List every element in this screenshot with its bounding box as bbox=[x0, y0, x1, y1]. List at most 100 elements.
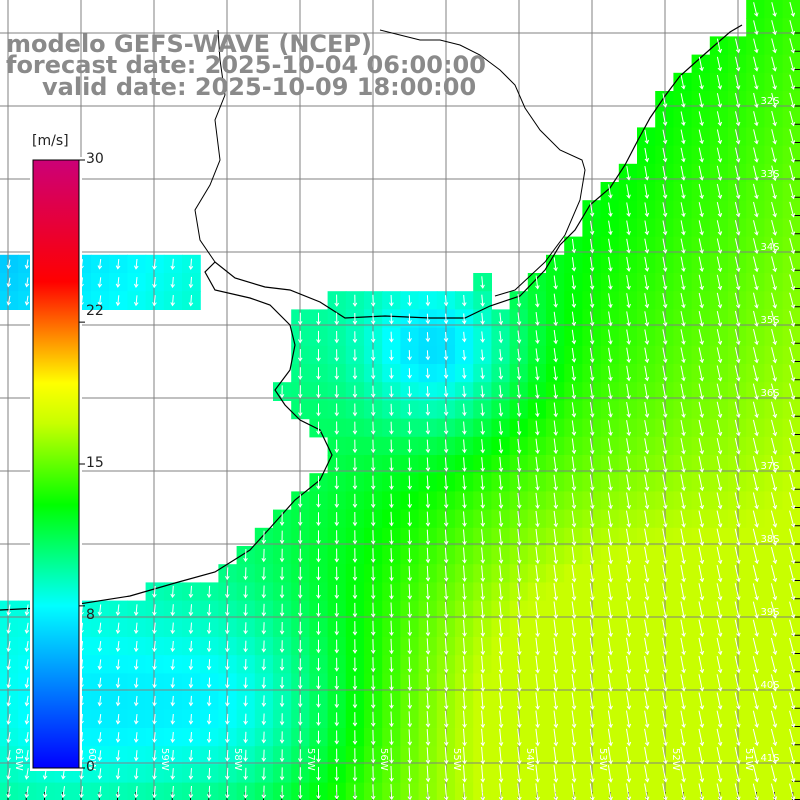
lat-label: 37S bbox=[760, 461, 779, 472]
wind-arrow bbox=[644, 383, 650, 400]
wind-arrow bbox=[607, 546, 613, 565]
wind-arrow bbox=[316, 330, 321, 344]
wind-arrow bbox=[297, 694, 303, 708]
colorbar-tick-label: 30 bbox=[86, 151, 104, 167]
lat-label: 34S bbox=[760, 242, 779, 253]
wind-arrow bbox=[589, 347, 595, 363]
wind-arrow bbox=[407, 729, 413, 746]
wind-arrow bbox=[789, 728, 796, 747]
wind-arrow bbox=[261, 677, 267, 689]
wind-arrow bbox=[626, 383, 631, 400]
wind-arrow bbox=[789, 656, 796, 674]
wind-arrow bbox=[571, 456, 577, 473]
wind-arrow bbox=[24, 750, 30, 762]
wind-arrow bbox=[662, 147, 668, 163]
wind-arrow bbox=[771, 110, 777, 127]
wind-arrow bbox=[297, 585, 303, 599]
border-path bbox=[379, 29, 586, 297]
wind-arrow bbox=[370, 313, 376, 325]
wind-arrow bbox=[425, 656, 431, 673]
wind-arrow bbox=[407, 295, 412, 307]
wind-arrow bbox=[370, 657, 376, 673]
wind-arrow bbox=[644, 220, 650, 236]
wind-arrow bbox=[789, 165, 796, 182]
wind-arrow bbox=[425, 332, 431, 343]
wind-arrow bbox=[407, 457, 412, 472]
wind-arrow bbox=[716, 437, 723, 455]
wind-arrow bbox=[133, 622, 139, 635]
wind-arrow bbox=[752, 656, 759, 674]
wind-arrow bbox=[716, 637, 723, 656]
wind-arrow bbox=[771, 38, 777, 54]
wind-arrow bbox=[608, 365, 613, 382]
wind-arrow bbox=[498, 529, 504, 546]
wind-arrow bbox=[517, 746, 522, 765]
wind-arrow bbox=[716, 183, 723, 200]
wind-arrow bbox=[425, 529, 431, 546]
wind-arrow bbox=[752, 419, 759, 437]
wind-arrow bbox=[24, 641, 30, 653]
wind-arrow bbox=[589, 456, 595, 473]
wind-arrow bbox=[734, 728, 741, 747]
wind-arrow bbox=[389, 511, 394, 527]
wind-arrow bbox=[753, 129, 759, 145]
wind-arrow bbox=[243, 785, 248, 799]
wind-arrow bbox=[334, 312, 340, 326]
wind-arrow bbox=[680, 674, 686, 692]
wind-arrow bbox=[352, 439, 358, 454]
wind-arrow bbox=[770, 674, 778, 692]
wind-arrow bbox=[115, 677, 121, 689]
wind-arrow bbox=[735, 129, 741, 145]
wind-arrow bbox=[535, 637, 540, 656]
wind-arrow bbox=[535, 312, 540, 326]
wind-arrow bbox=[716, 546, 723, 565]
wind-arrow bbox=[608, 383, 613, 400]
wind-arrow bbox=[206, 659, 212, 671]
wind-arrow bbox=[480, 294, 485, 307]
wind-arrow bbox=[443, 313, 449, 325]
wind-arrow bbox=[734, 546, 741, 565]
wind-arrow bbox=[407, 656, 413, 673]
wind-arrow bbox=[334, 748, 340, 763]
wind-arrow bbox=[461, 313, 467, 325]
wind-arrow bbox=[608, 474, 613, 491]
wind-arrow bbox=[698, 111, 704, 127]
wind-arrow bbox=[225, 767, 230, 781]
wind-arrow bbox=[644, 456, 650, 473]
wind-arrow bbox=[425, 692, 431, 710]
wind-arrow bbox=[352, 693, 358, 709]
wind-arrow bbox=[370, 693, 376, 709]
wind-arrow bbox=[716, 401, 723, 419]
lon-label: 61W bbox=[13, 748, 24, 771]
wind-arrow bbox=[535, 601, 540, 619]
wind-arrow bbox=[24, 786, 30, 799]
wind-arrow bbox=[789, 74, 796, 90]
wind-arrow bbox=[644, 583, 650, 601]
wind-arrow bbox=[698, 274, 704, 291]
wind-arrow bbox=[607, 528, 613, 546]
wind-arrow bbox=[462, 457, 467, 472]
wind-arrow bbox=[698, 147, 704, 163]
wind-arrow bbox=[425, 313, 431, 325]
wind-arrow bbox=[680, 438, 686, 455]
wind-arrow bbox=[553, 546, 559, 565]
wind-arrow bbox=[407, 765, 413, 783]
wind-arrow bbox=[97, 259, 103, 270]
wind-arrow bbox=[644, 293, 650, 309]
wind-arrow bbox=[770, 765, 778, 783]
wind-arrow bbox=[680, 202, 686, 218]
wind-arrow bbox=[789, 510, 796, 528]
wind-arrow bbox=[370, 530, 376, 545]
wind-arrow bbox=[152, 732, 157, 743]
wind-arrow bbox=[734, 201, 741, 218]
wind-arrow bbox=[752, 710, 759, 728]
lon-label: 52W bbox=[670, 748, 681, 771]
wind-arrow bbox=[626, 402, 631, 418]
wind-arrow bbox=[115, 786, 121, 799]
wind-arrow bbox=[297, 385, 303, 399]
wind-arrow bbox=[498, 421, 504, 436]
wind-arrow bbox=[97, 786, 103, 799]
wind-arrow bbox=[152, 604, 157, 617]
wind-arrow bbox=[370, 367, 376, 380]
wind-arrow bbox=[589, 692, 595, 710]
